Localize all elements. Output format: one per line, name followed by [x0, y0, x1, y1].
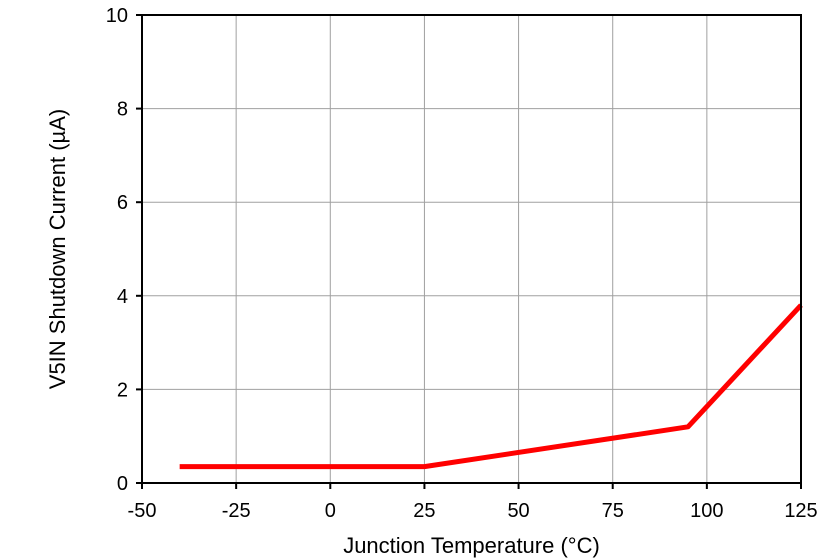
y-tick-label: 6	[117, 192, 128, 214]
x-tick-label: 100	[690, 500, 723, 522]
x-tick-label: 0	[325, 500, 336, 522]
y-tick-label: 10	[106, 5, 128, 27]
grid	[142, 15, 801, 483]
tick-layer: -50 -25 0 25 50 75 100 125 0 2 4 6 8 10	[106, 5, 818, 522]
x-tick-label: 50	[507, 500, 529, 522]
y-axis-label: V5IN Shutdown Current (µA)	[45, 109, 70, 389]
y-tick-label: 8	[117, 99, 128, 121]
series-layer	[179, 303, 803, 470]
y-tick-label: 0	[117, 473, 128, 495]
x-tick-label: 75	[602, 500, 624, 522]
x-tick-label: 125	[784, 500, 817, 522]
x-axis-label: Junction Temperature (°C)	[343, 533, 600, 558]
series-line	[179, 303, 803, 470]
y-tick-label: 2	[117, 379, 128, 401]
x-tick-label: 25	[413, 500, 435, 522]
x-tick-label: -50	[128, 500, 157, 522]
x-tick-label: -25	[222, 500, 251, 522]
plot-frame	[141, 14, 802, 484]
y-tick-label: 4	[117, 286, 128, 308]
